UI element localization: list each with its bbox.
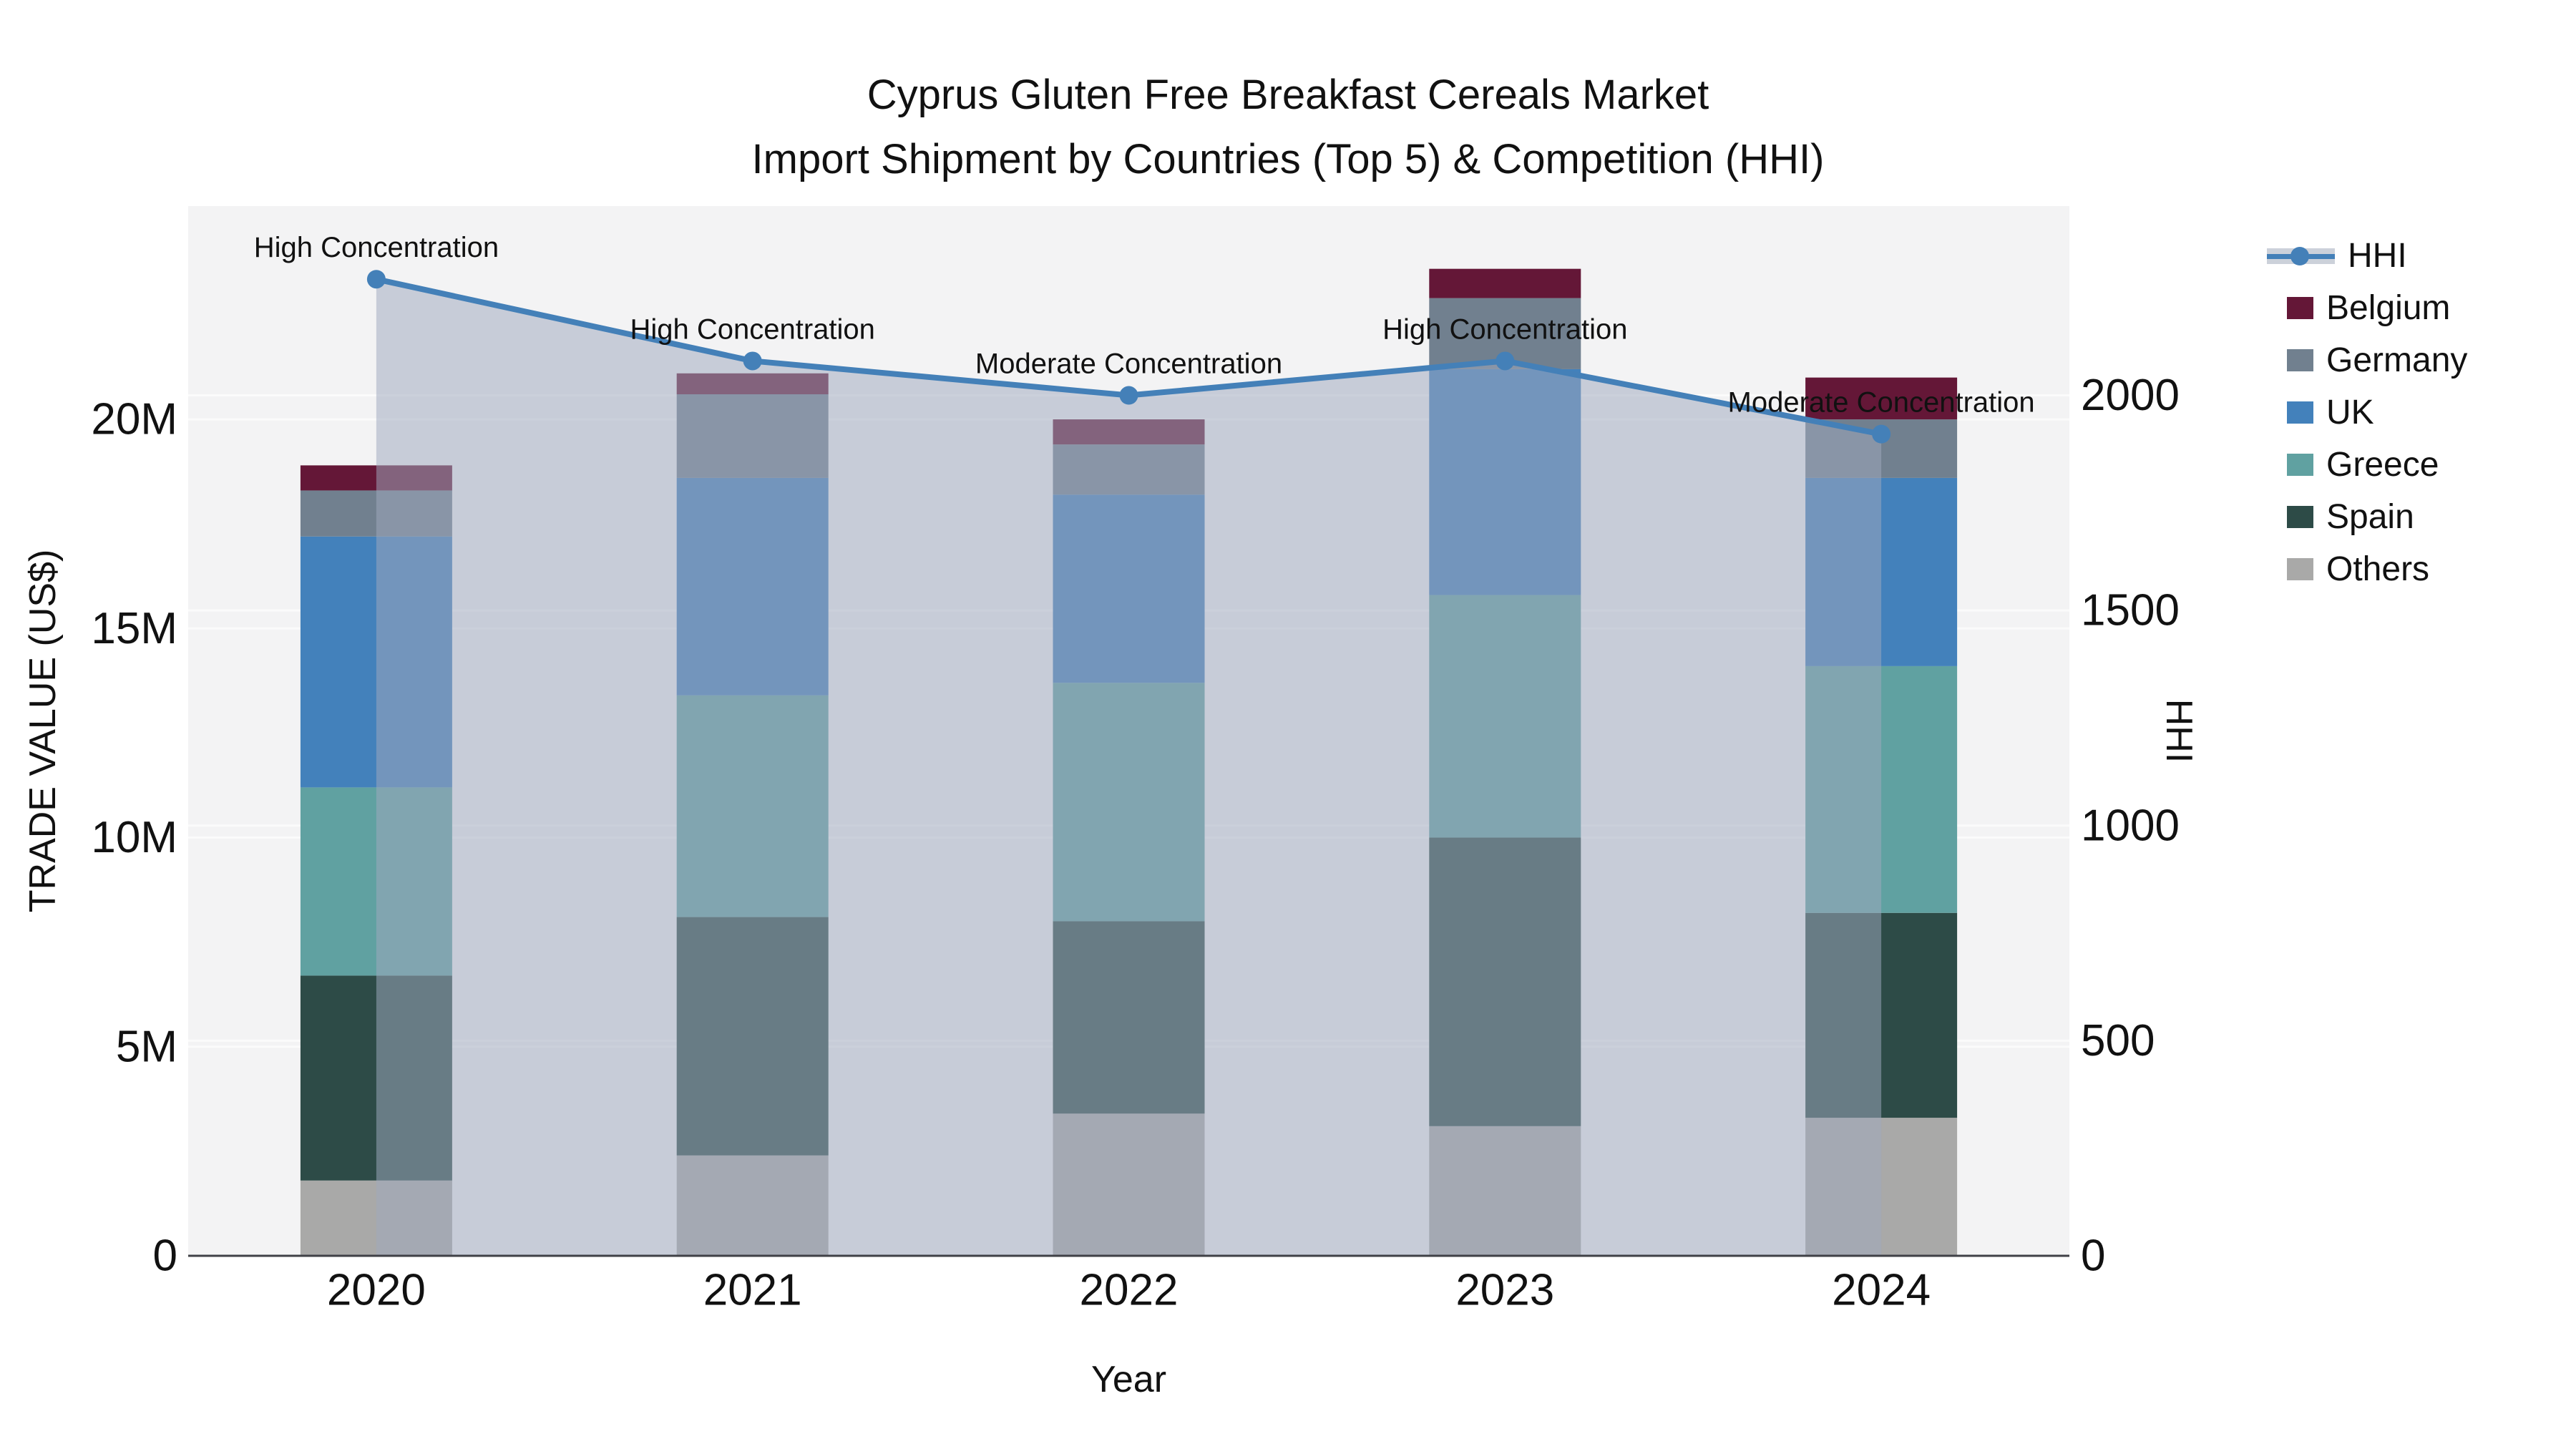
annotation-2024: Moderate Concentration: [1728, 387, 2035, 419]
legend-item-spain[interactable]: Spain: [2267, 491, 2467, 543]
bar-segment-belgium-2023: [1429, 268, 1581, 298]
legend-label-uk: UK: [2326, 394, 2374, 431]
legend-item-hhi[interactable]: HHI: [2267, 230, 2467, 282]
legend-label-germany: Germany: [2326, 341, 2468, 379]
germany-swatch-icon: [2287, 349, 2313, 371]
hhi-marker-2020: [366, 270, 386, 289]
y-right-tick-label-500: 500: [2081, 1016, 2155, 1065]
y-left-tick-label-5M: 5M: [116, 1022, 177, 1071]
hhi-marker-2024: [1872, 424, 1891, 444]
chart-title-line2: Import Shipment by Countries (Top 5) & C…: [751, 136, 1825, 182]
legend-item-others[interactable]: Others: [2267, 543, 2467, 595]
y-right-axis-title: HHI: [2158, 699, 2200, 763]
legend-label-hhi: HHI: [2348, 237, 2407, 275]
legend-label-others: Others: [2326, 550, 2430, 588]
hhi-marker-sample: [2290, 246, 2309, 265]
bar-segment-belgium-2024: [1805, 377, 1958, 420]
x-axis-title: Year: [1091, 1359, 1166, 1400]
hhi-line-icon: [2267, 245, 2335, 268]
x-tick-label-2022: 2022: [1080, 1266, 1179, 1315]
chart-title: Cyprus Gluten Free Breakfast Cereals Mar…: [0, 63, 2576, 192]
y-left-axis-title: TRADE VALUE (US$): [22, 550, 64, 913]
greece-swatch-icon: [2287, 454, 2313, 476]
annotation-2023: High Concentration: [1382, 313, 1627, 345]
hhi-marker-2021: [743, 351, 762, 371]
y-left-tick-label-0: 0: [153, 1231, 177, 1281]
uk-swatch-icon: [2287, 401, 2313, 424]
y-left-tick-label-10M: 10M: [91, 813, 177, 862]
annotation-2020: High Concentration: [254, 232, 499, 263]
y-right-tick-label-1000: 1000: [2081, 801, 2180, 850]
y-left-tick-label-15M: 15M: [91, 604, 177, 653]
annotation-2021: High Concentration: [630, 313, 874, 345]
x-tick-label-2024: 2024: [1832, 1266, 1931, 1315]
legend-label-spain: Spain: [2326, 498, 2414, 536]
belgium-swatch-icon: [2287, 297, 2313, 319]
others-swatch-icon: [2287, 558, 2313, 580]
legend-label-greece: Greece: [2326, 446, 2439, 484]
hhi-area-fill: [376, 279, 1882, 1257]
hhi-marker-2023: [1496, 351, 1515, 371]
legend-label-belgium: Belgium: [2326, 289, 2451, 327]
spain-swatch-icon: [2287, 506, 2313, 528]
legend-item-belgium[interactable]: Belgium: [2267, 282, 2467, 334]
y-right-tick-label-2000: 2000: [2081, 371, 2180, 420]
legend: HHI Belgium Germany UK Greece Spain Othe…: [2267, 230, 2467, 595]
y-right-tick-label-1500: 1500: [2081, 586, 2180, 635]
y-right-tick-label-0: 0: [2081, 1231, 2105, 1281]
y-left-tick-label-20M: 20M: [91, 395, 177, 444]
annotation-2022: Moderate Concentration: [975, 348, 1282, 380]
legend-item-greece[interactable]: Greece: [2267, 439, 2467, 491]
x-tick-label-2020: 2020: [327, 1266, 426, 1315]
chart-title-line1: Cyprus Gluten Free Breakfast Cereals Mar…: [867, 72, 1709, 118]
legend-item-germany[interactable]: Germany: [2267, 334, 2467, 386]
x-tick-label-2021: 2021: [703, 1266, 802, 1315]
hhi-marker-2022: [1119, 386, 1138, 405]
x-tick-label-2023: 2023: [1455, 1266, 1554, 1315]
legend-item-uk[interactable]: UK: [2267, 386, 2467, 439]
